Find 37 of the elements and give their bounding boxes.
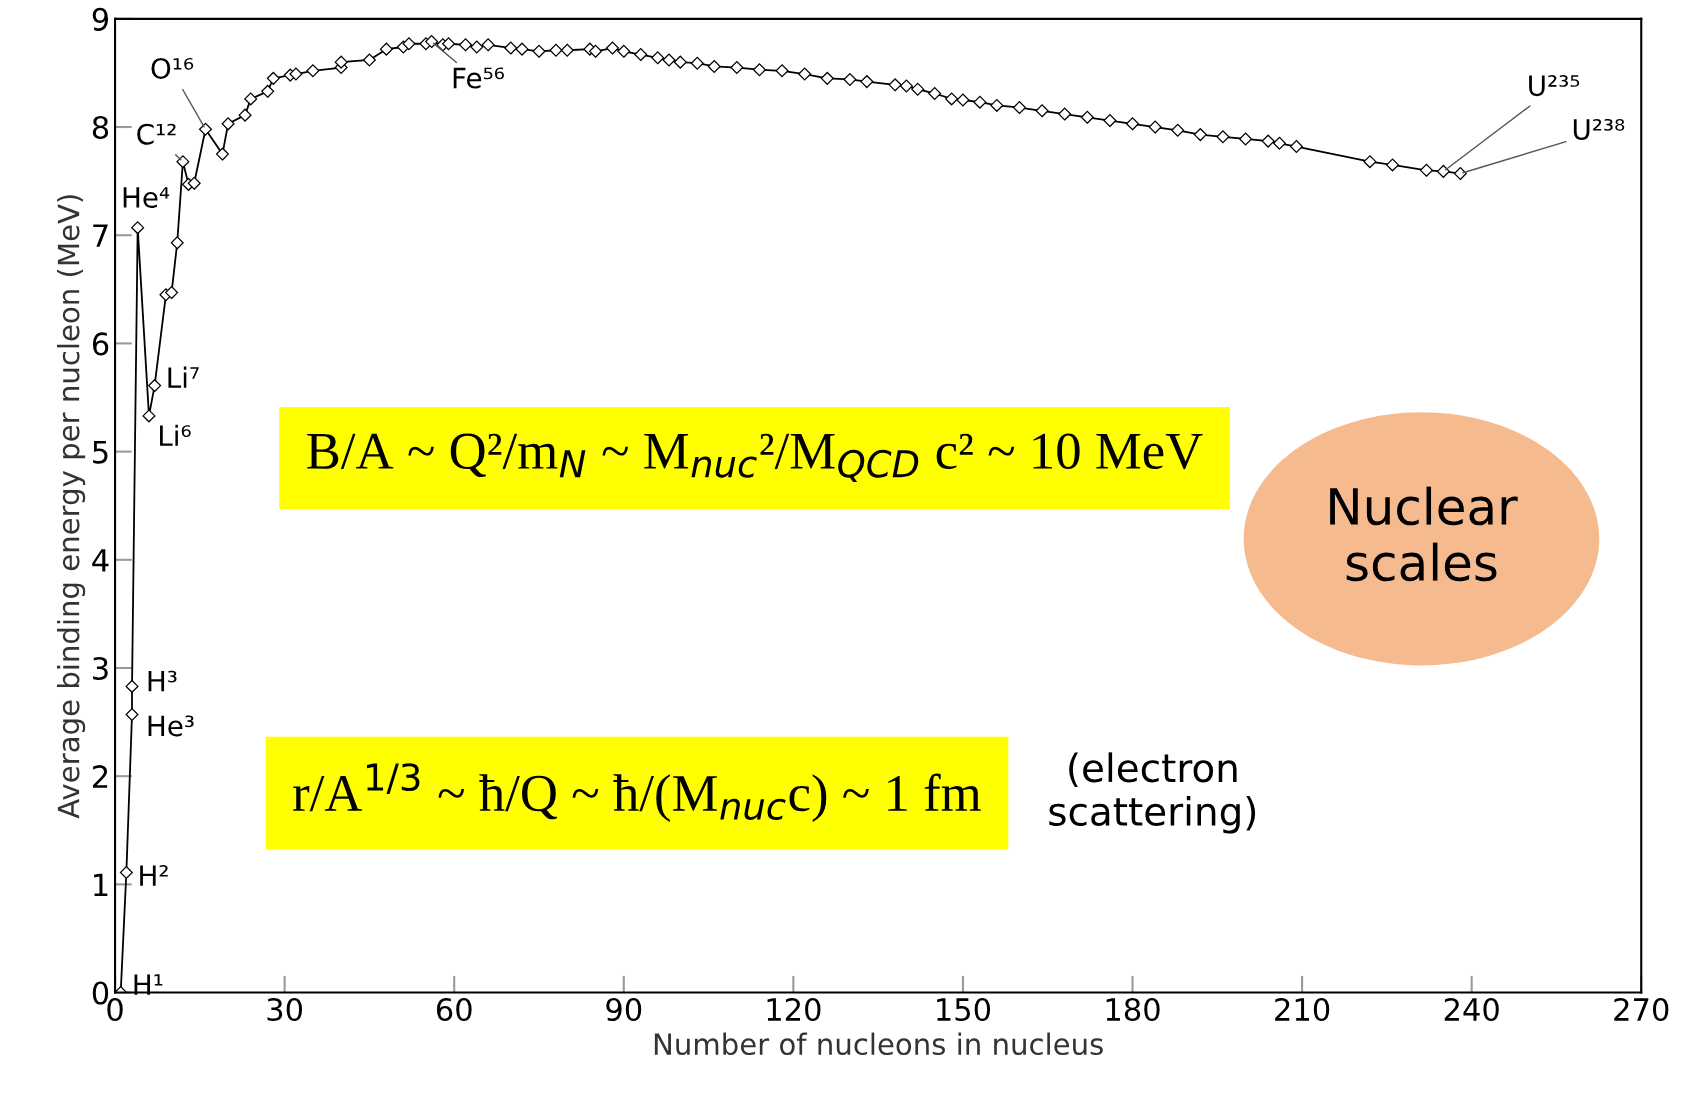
y-axis-title: Average binding energy per nucleon (MeV) bbox=[56, 195, 86, 819]
y-tick-label: 0 bbox=[92, 981, 109, 1005]
annotation: O¹⁶ bbox=[151, 57, 194, 79]
annotation: B/A ~ Q²/m$_{N}$ ~ M$_{nuc}$²/M$_{QCD}$ c² ~ 10 MeV bbox=[307, 433, 1203, 482]
annotation: (electron scattering) bbox=[1049, 752, 1256, 834]
annotation: Fe⁵⁶ bbox=[453, 67, 504, 89]
annotation: U²³⁸ bbox=[1573, 118, 1625, 140]
annotation: H² bbox=[140, 865, 168, 886]
annotation: He⁴ bbox=[123, 187, 170, 208]
annotation: Li⁶ bbox=[160, 424, 191, 446]
x-tick-label: 60 bbox=[436, 997, 472, 1022]
x-tick-label: 270 bbox=[1614, 997, 1669, 1022]
x-tick-label: 150 bbox=[937, 997, 991, 1022]
annotation: C¹² bbox=[137, 123, 176, 145]
x-tick-label: 120 bbox=[767, 997, 821, 1022]
y-tick-label: 8 bbox=[92, 115, 109, 140]
y-tick-label: 7 bbox=[93, 224, 108, 247]
y-tick-label: 2 bbox=[92, 765, 108, 788]
y-tick-label: 1 bbox=[94, 873, 108, 896]
y-tick-label: 6 bbox=[92, 332, 109, 356]
x-tick-label: 210 bbox=[1275, 997, 1330, 1022]
annotation: r/A$^{1/3}$ ~ ħ/Q ~ ħ/(M$_{nuc}$c) ~ 1 fm bbox=[293, 763, 981, 822]
annotation: He³ bbox=[148, 715, 194, 737]
annotation: Li⁷ bbox=[168, 366, 199, 388]
annotation: U²³⁵ bbox=[1529, 75, 1580, 97]
annotation: H³ bbox=[148, 670, 177, 692]
annotation: H¹ bbox=[134, 974, 163, 995]
x-tick-label: 30 bbox=[267, 997, 303, 1022]
y-tick-label: 4 bbox=[92, 549, 109, 572]
x-tick-label: 90 bbox=[606, 997, 642, 1022]
y-tick-label: 3 bbox=[93, 656, 108, 681]
x-axis-title: Number of nucleons in nucleus bbox=[654, 1032, 1103, 1056]
y-tick-label: 5 bbox=[93, 440, 108, 464]
x-tick-label: 180 bbox=[1106, 997, 1160, 1022]
y-tick-label: 9 bbox=[92, 7, 109, 31]
annotation: Nuclear scales bbox=[1330, 486, 1518, 582]
x-tick-label: 240 bbox=[1444, 997, 1499, 1022]
